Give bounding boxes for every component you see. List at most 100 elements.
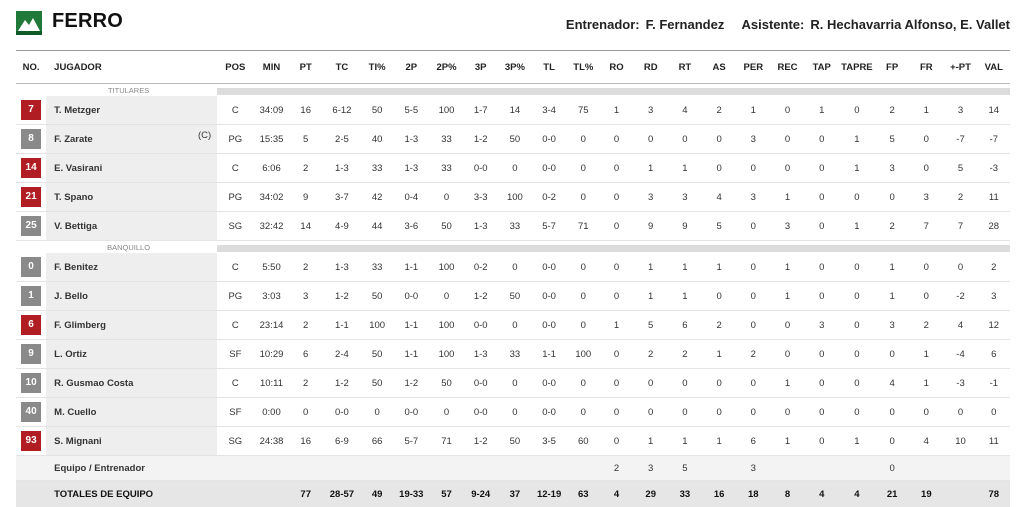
player-name[interactable]: E. Vasirani [54,163,102,174]
jersey-number-cell: 14 [16,154,46,183]
stat-two-points: 1-3 [392,154,430,183]
player-name-cell[interactable]: L. Ortiz [46,340,217,369]
column-header: AS [702,51,736,84]
total-three-points: 9-24 [463,481,499,507]
stat-blocks-received: 1 [839,427,875,456]
player-name[interactable]: F. Benitez [54,262,98,273]
stat-minutes [253,456,289,481]
stat-field-goals: 1-3 [322,154,362,183]
stat-turnovers: 3 [736,125,770,154]
stat-turnovers: 0 [736,369,770,398]
stat-blocks: 0 [805,427,839,456]
stat-valuation: 6 [978,340,1010,369]
stat-minutes: 24:38 [253,427,289,456]
stat-off-rebounds: 0 [599,154,633,183]
stat-off-rebounds: 0 [599,398,633,427]
player-name-cell[interactable]: F. Glimberg [46,311,217,340]
player-name-cell[interactable]: M. Cuello [46,398,217,427]
stat-fouls-received: 0 [909,125,943,154]
player-name[interactable]: F. Zarate [54,134,93,145]
stat-free-throw-pct: 0 [567,253,599,282]
jersey-number-cell: 10 [16,369,46,398]
player-name[interactable]: J. Bello [54,291,88,302]
stat-turnovers: 3 [736,183,770,212]
stat-two-points: 0-4 [392,183,430,212]
stat-blocks-received: 1 [839,125,875,154]
stat-plus-minus: -2 [943,282,977,311]
column-header: TL% [567,51,599,84]
stat-two-point-pct: 33 [430,125,462,154]
stat-points: 14 [290,212,322,241]
stat-valuation: 3 [978,282,1010,311]
stat-three-point-pct: 0 [499,311,531,340]
stat-fouls-received: 0 [909,154,943,183]
stat-free-throws: 1-1 [531,340,567,369]
player-name-cell[interactable]: F. Benitez [46,253,217,282]
stat-position: PG [217,125,253,154]
stat-blocks: 0 [805,282,839,311]
stat-minutes: 5:50 [253,253,289,282]
player-name[interactable]: L. Ortiz [54,349,87,360]
stat-def-rebounds: 5 [634,311,668,340]
column-header: JUGADOR [46,51,217,84]
stat-free-throws: 3-5 [531,427,567,456]
stat-two-point-pct: 33 [430,154,462,183]
total-fouls-received: 19 [909,481,943,507]
jersey-number-badge: 0 [21,257,41,277]
section-label: BANQUILLO [16,243,217,252]
stat-points: 5 [290,125,322,154]
player-name[interactable]: F. Glimberg [54,320,106,331]
player-name-cell[interactable]: J. Bello [46,282,217,311]
stat-three-points: 0-0 [463,398,499,427]
stat-field-goals: 1-2 [322,369,362,398]
section-divider: TITULARES [16,84,1010,97]
stat-two-point-pct: 0 [430,398,462,427]
player-name[interactable]: M. Cuello [54,407,96,418]
column-header: 2P [392,51,430,84]
stat-assists: 2 [702,311,736,340]
total-field-goals: 28-57 [322,481,362,507]
player-name-cell[interactable]: E. Vasirani [46,154,217,183]
player-name[interactable]: T. Metzger [54,105,100,116]
player-name[interactable]: R. Gusmao Costa [54,378,133,389]
stat-total-rebounds: 1 [668,427,702,456]
player-name-cell[interactable]: T. Spano [46,183,217,212]
stat-valuation [978,456,1010,481]
stat-off-rebounds: 1 [599,96,633,125]
stat-minutes: 0:00 [253,398,289,427]
stat-def-rebounds: 3 [634,183,668,212]
jersey-number-badge: 1 [21,286,41,306]
stat-two-point-pct: 50 [430,212,462,241]
stat-def-rebounds: 2 [634,340,668,369]
player-name-cell[interactable]: R. Gusmao Costa [46,369,217,398]
total-free-throw-pct: 63 [567,481,599,507]
player-name-cell[interactable]: V. Bettiga [46,212,217,241]
stat-field-goal-pct: 66 [362,427,392,456]
column-header: TC [322,51,362,84]
stat-three-points: 1-3 [463,340,499,369]
player-name[interactable]: T. Spano [54,192,93,203]
stat-two-points: 0-0 [392,398,430,427]
player-name[interactable]: S. Mignani [54,436,102,447]
player-name-cell[interactable]: T. Metzger [46,96,217,125]
player-name[interactable]: V. Bettiga [54,221,97,232]
player-name-cell[interactable]: F. Zarate(C) [46,125,217,154]
column-header: TI% [362,51,392,84]
column-header: TL [531,51,567,84]
player-name-cell[interactable]: S. Mignani [46,427,217,456]
stat-position: C [217,154,253,183]
